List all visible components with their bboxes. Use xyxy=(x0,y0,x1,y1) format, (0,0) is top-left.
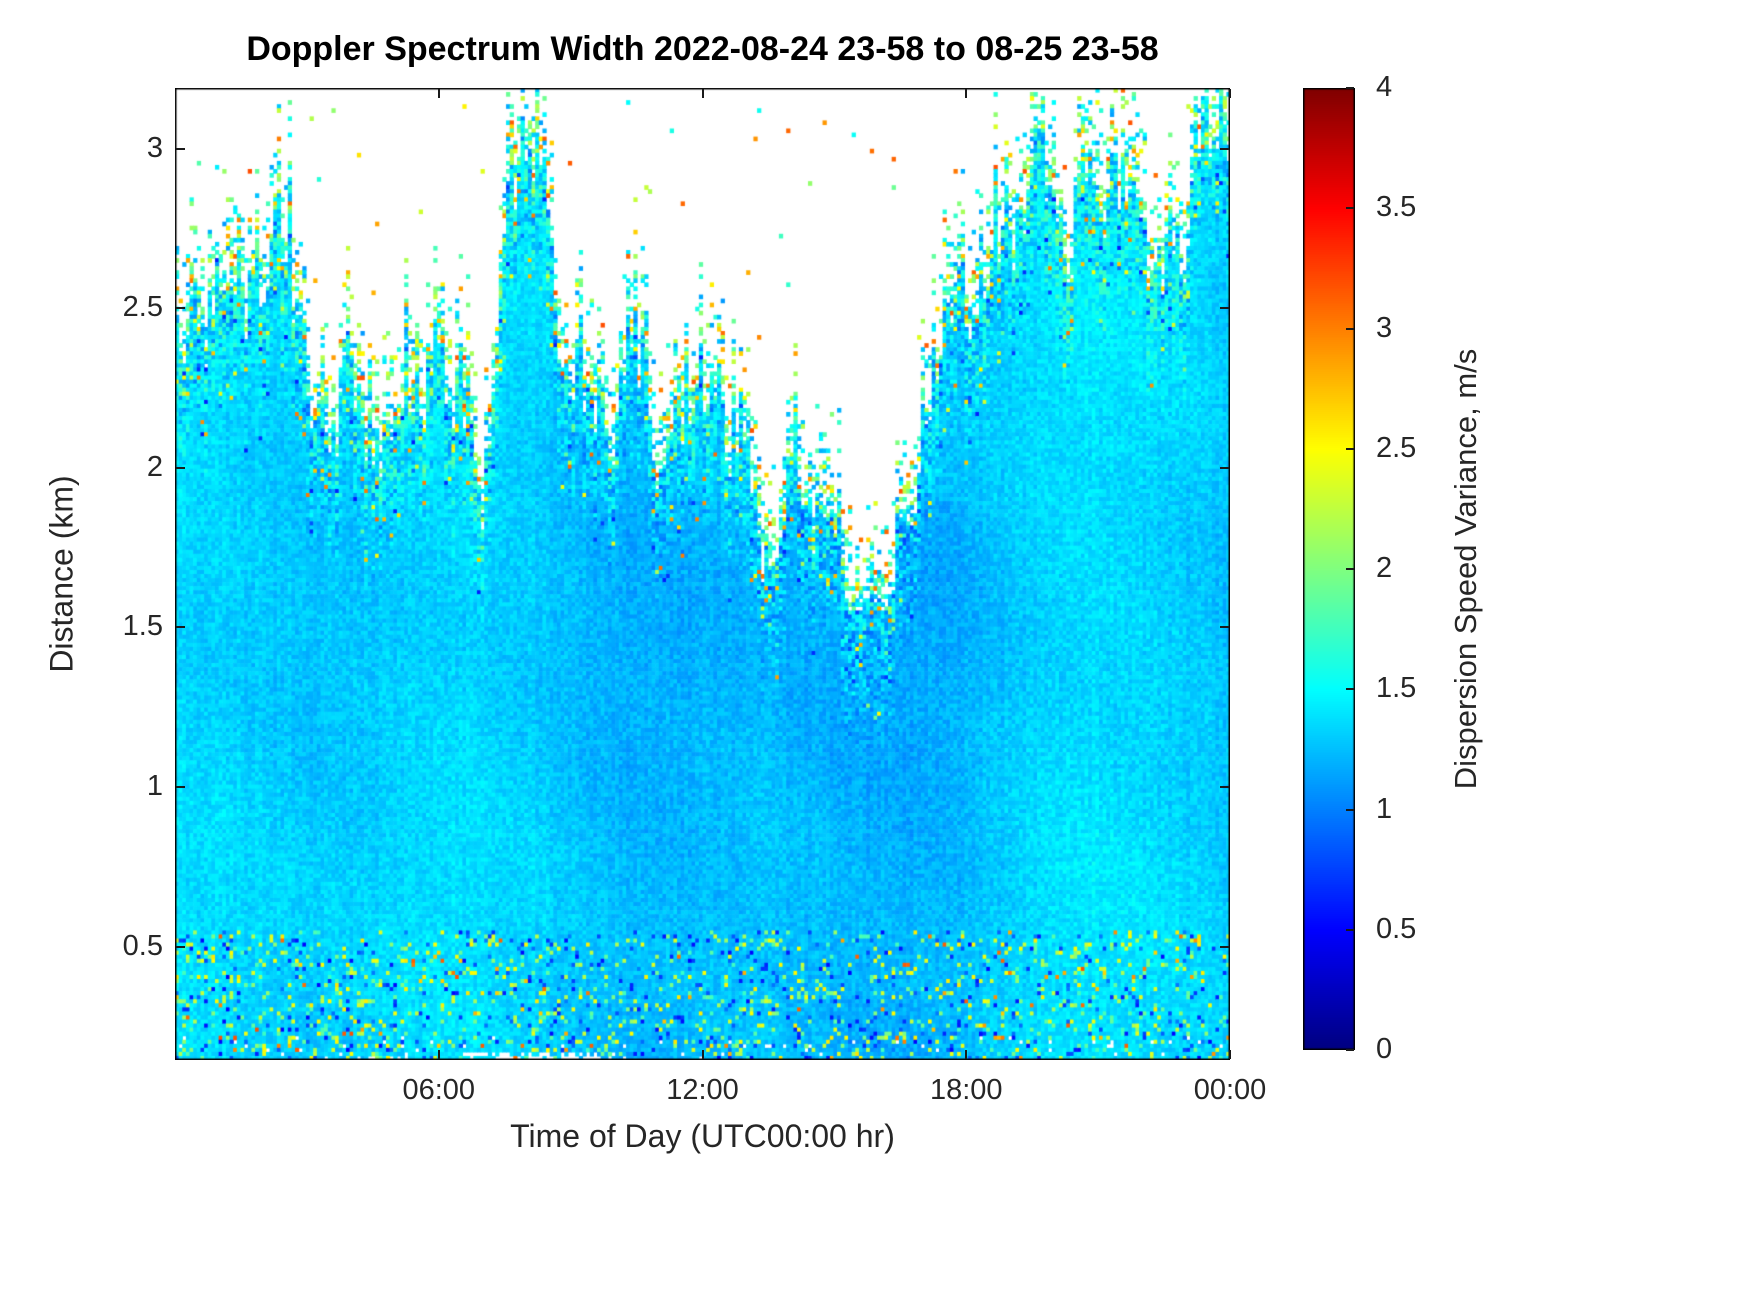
colorbar-tick xyxy=(1346,688,1354,691)
y-tick-right xyxy=(1220,307,1229,310)
y-tick-label: 0.5 xyxy=(122,929,163,962)
y-tick-label: 1 xyxy=(146,770,163,803)
x-tick xyxy=(1229,1050,1231,1059)
colorbar-tick-label: 0 xyxy=(1376,1033,1393,1065)
colorbar-tick xyxy=(1346,1049,1354,1051)
y-tick-right xyxy=(1220,147,1229,150)
colorbar-label: Dispersion Speed Variance, m/s xyxy=(1448,348,1483,790)
y-tick xyxy=(176,626,185,629)
heatmap-canvas xyxy=(175,88,1230,1060)
y-tick xyxy=(176,307,185,310)
x-tick-top xyxy=(437,89,440,98)
x-tick xyxy=(965,1050,968,1059)
chart-title: Doppler Spectrum Width 2022-08-24 23-58 … xyxy=(246,30,1159,68)
x-tick xyxy=(701,1050,704,1059)
x-tick xyxy=(437,1050,440,1059)
y-tick-label: 2 xyxy=(146,450,163,483)
colorbar-tick-label: 1.5 xyxy=(1376,672,1417,705)
colorbar-tick xyxy=(1346,327,1354,330)
colorbar-tick-label: 1 xyxy=(1376,792,1393,825)
x-tick-label: 12:00 xyxy=(666,1074,739,1106)
y-tick xyxy=(176,945,185,948)
x-tick-label: 00:00 xyxy=(1193,1074,1267,1106)
colorbar-tick xyxy=(1346,808,1354,811)
colorbar-tick xyxy=(1346,928,1354,931)
y-tick xyxy=(176,147,185,150)
y-tick-right xyxy=(1220,945,1229,948)
y-tick-right xyxy=(1220,466,1229,469)
x-tick-top xyxy=(1229,89,1231,98)
colorbar-tick-label: 0.5 xyxy=(1376,912,1417,945)
colorbar-tick xyxy=(1346,207,1354,210)
y-tick xyxy=(176,786,185,789)
x-tick-label: 06:00 xyxy=(402,1074,476,1106)
y-tick xyxy=(176,466,185,469)
x-tick-label: 18:00 xyxy=(929,1074,1003,1106)
colorbar-tick-label: 2.5 xyxy=(1376,431,1417,464)
y-tick-label: 3 xyxy=(146,131,163,164)
colorbar-tick xyxy=(1346,447,1354,450)
colorbar-tick-label: 4 xyxy=(1376,71,1393,103)
x-axis-label: Time of Day (UTC00:00 hr) xyxy=(510,1118,895,1154)
y-tick-label: 2.5 xyxy=(122,291,163,324)
colorbar-tick-label: 3 xyxy=(1376,311,1393,344)
y-tick-label: 1.5 xyxy=(122,610,163,643)
x-tick-top xyxy=(701,89,704,98)
colorbar-tick xyxy=(1346,87,1354,89)
colorbar-tick-label: 2 xyxy=(1376,552,1393,584)
x-tick-top xyxy=(965,89,968,98)
colorbar-tick xyxy=(1346,568,1354,570)
colorbar-tick-label: 3.5 xyxy=(1376,191,1417,224)
y-tick-right xyxy=(1220,786,1229,789)
y-tick-right xyxy=(1220,626,1229,629)
